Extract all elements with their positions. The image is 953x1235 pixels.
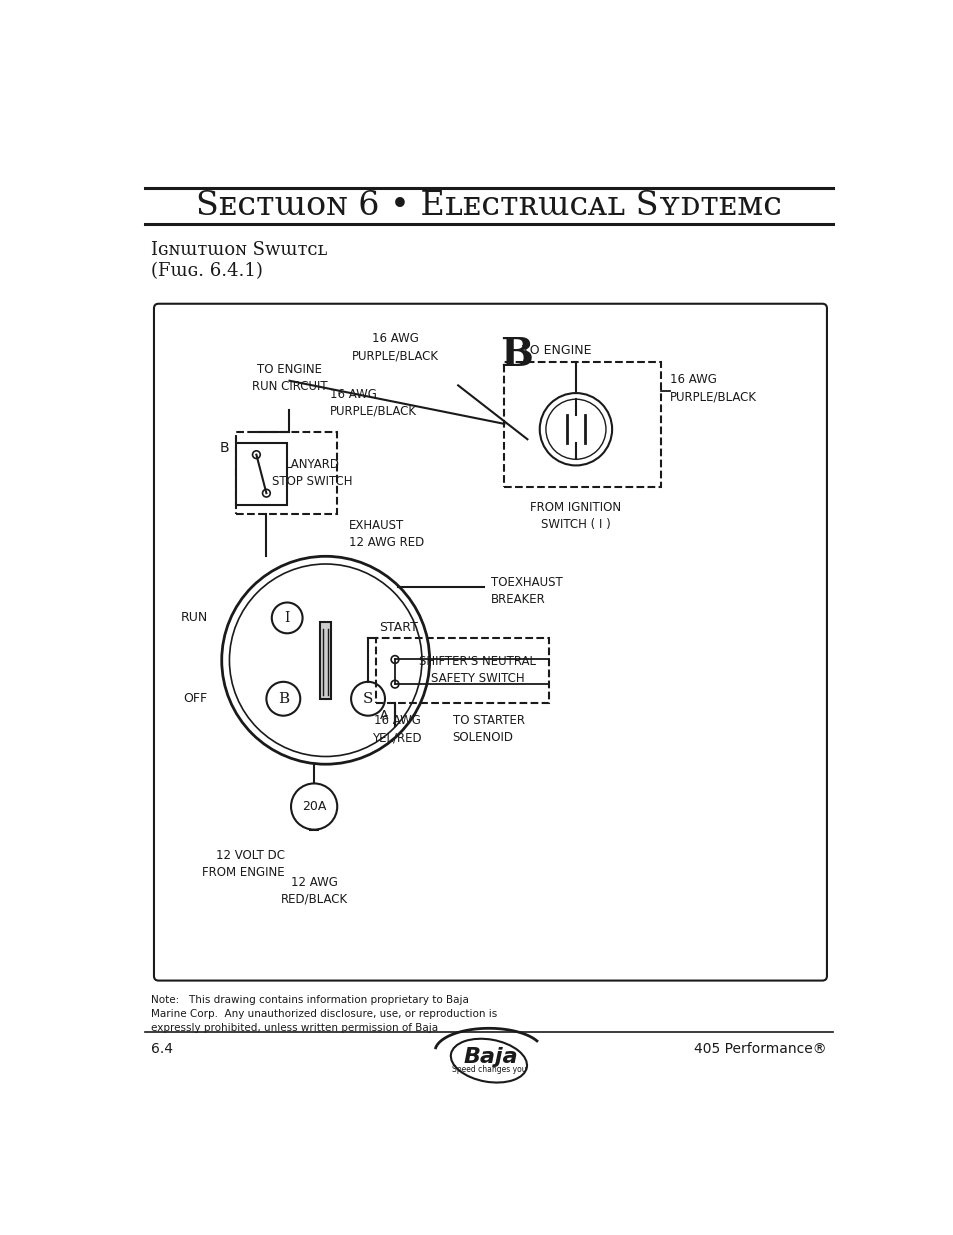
Circle shape bbox=[272, 603, 302, 634]
Circle shape bbox=[291, 783, 336, 830]
Text: Sᴇᴄᴛɯᴏɴ 6 • Eʟᴇᴄᴛʀɯᴄᴀʟ Sʏᴅᴛᴇᴍᴄ: Sᴇᴄᴛɯᴏɴ 6 • Eʟᴇᴄᴛʀɯᴄᴀʟ Sʏᴅᴛᴇᴍᴄ bbox=[195, 190, 781, 222]
Bar bbox=[235, 431, 336, 514]
Text: B: B bbox=[219, 441, 229, 456]
Text: 20A: 20A bbox=[302, 800, 326, 813]
Text: START: START bbox=[379, 621, 418, 634]
Text: B: B bbox=[277, 692, 289, 705]
Text: TOEXHAUST
BREAKER: TOEXHAUST BREAKER bbox=[491, 576, 562, 605]
Text: OFF: OFF bbox=[184, 693, 208, 705]
Circle shape bbox=[221, 556, 429, 764]
Text: FROM IGNITION
SWITCH ( I ): FROM IGNITION SWITCH ( I ) bbox=[530, 501, 620, 531]
Bar bbox=[375, 638, 548, 703]
Text: TO ENGINE
RUN CIRCUIT: TO ENGINE RUN CIRCUIT bbox=[252, 363, 327, 393]
Text: EXHAUST
12 AWG RED: EXHAUST 12 AWG RED bbox=[349, 519, 423, 548]
Text: 16 AWG
PURPLE/BLACK: 16 AWG PURPLE/BLACK bbox=[669, 373, 756, 404]
Text: 16 AWG
YEL/RED: 16 AWG YEL/RED bbox=[372, 714, 421, 745]
Text: 12 VOLT DC
FROM ENGINE: 12 VOLT DC FROM ENGINE bbox=[202, 848, 285, 879]
Circle shape bbox=[391, 656, 398, 663]
Circle shape bbox=[539, 393, 612, 466]
Circle shape bbox=[351, 682, 385, 716]
Text: Note:   This drawing contains information proprietary to Baja
Marine Corp.  Any : Note: This drawing contains information … bbox=[151, 995, 497, 1034]
Bar bbox=[235, 443, 287, 505]
Circle shape bbox=[253, 451, 260, 458]
Circle shape bbox=[266, 682, 300, 716]
Text: 12 AWG
RED/BLACK: 12 AWG RED/BLACK bbox=[280, 876, 347, 905]
Text: 405 Performance®: 405 Performance® bbox=[694, 1042, 826, 1056]
Text: Iɢɴɯᴛɯᴏɴ Sᴡɯᴛᴄʟ: Iɢɴɯᴛɯᴏɴ Sᴡɯᴛᴄʟ bbox=[151, 241, 327, 258]
Text: Baja: Baja bbox=[462, 1047, 517, 1067]
Text: RUN: RUN bbox=[180, 611, 208, 625]
Text: TO ENGINE: TO ENGINE bbox=[521, 345, 591, 357]
Text: 16 AWG
PURPLE/BLACK: 16 AWG PURPLE/BLACK bbox=[329, 388, 416, 417]
Text: (Fɯɢ. 6.4.1): (Fɯɢ. 6.4.1) bbox=[151, 262, 262, 280]
Text: S: S bbox=[362, 692, 373, 705]
Text: TO STARTER
SOLENOID: TO STARTER SOLENOID bbox=[453, 714, 524, 745]
Circle shape bbox=[391, 680, 398, 688]
Circle shape bbox=[262, 489, 270, 496]
Text: 16 AWG
PURPLE/BLACK: 16 AWG PURPLE/BLACK bbox=[351, 332, 438, 362]
Bar bbox=[320, 621, 331, 699]
Text: I: I bbox=[284, 611, 290, 625]
Text: B: B bbox=[500, 336, 533, 373]
Text: A: A bbox=[379, 709, 388, 721]
Text: SHIFTER'S NEUTRAL
SAFETY SWITCH: SHIFTER'S NEUTRAL SAFETY SWITCH bbox=[418, 656, 536, 685]
FancyBboxPatch shape bbox=[153, 304, 826, 981]
Text: LANYARD
STOP SWITCH: LANYARD STOP SWITCH bbox=[272, 458, 352, 488]
Text: Speed changes you: Speed changes you bbox=[451, 1066, 526, 1074]
Bar bbox=[504, 362, 659, 487]
Text: 6.4: 6.4 bbox=[151, 1042, 172, 1056]
